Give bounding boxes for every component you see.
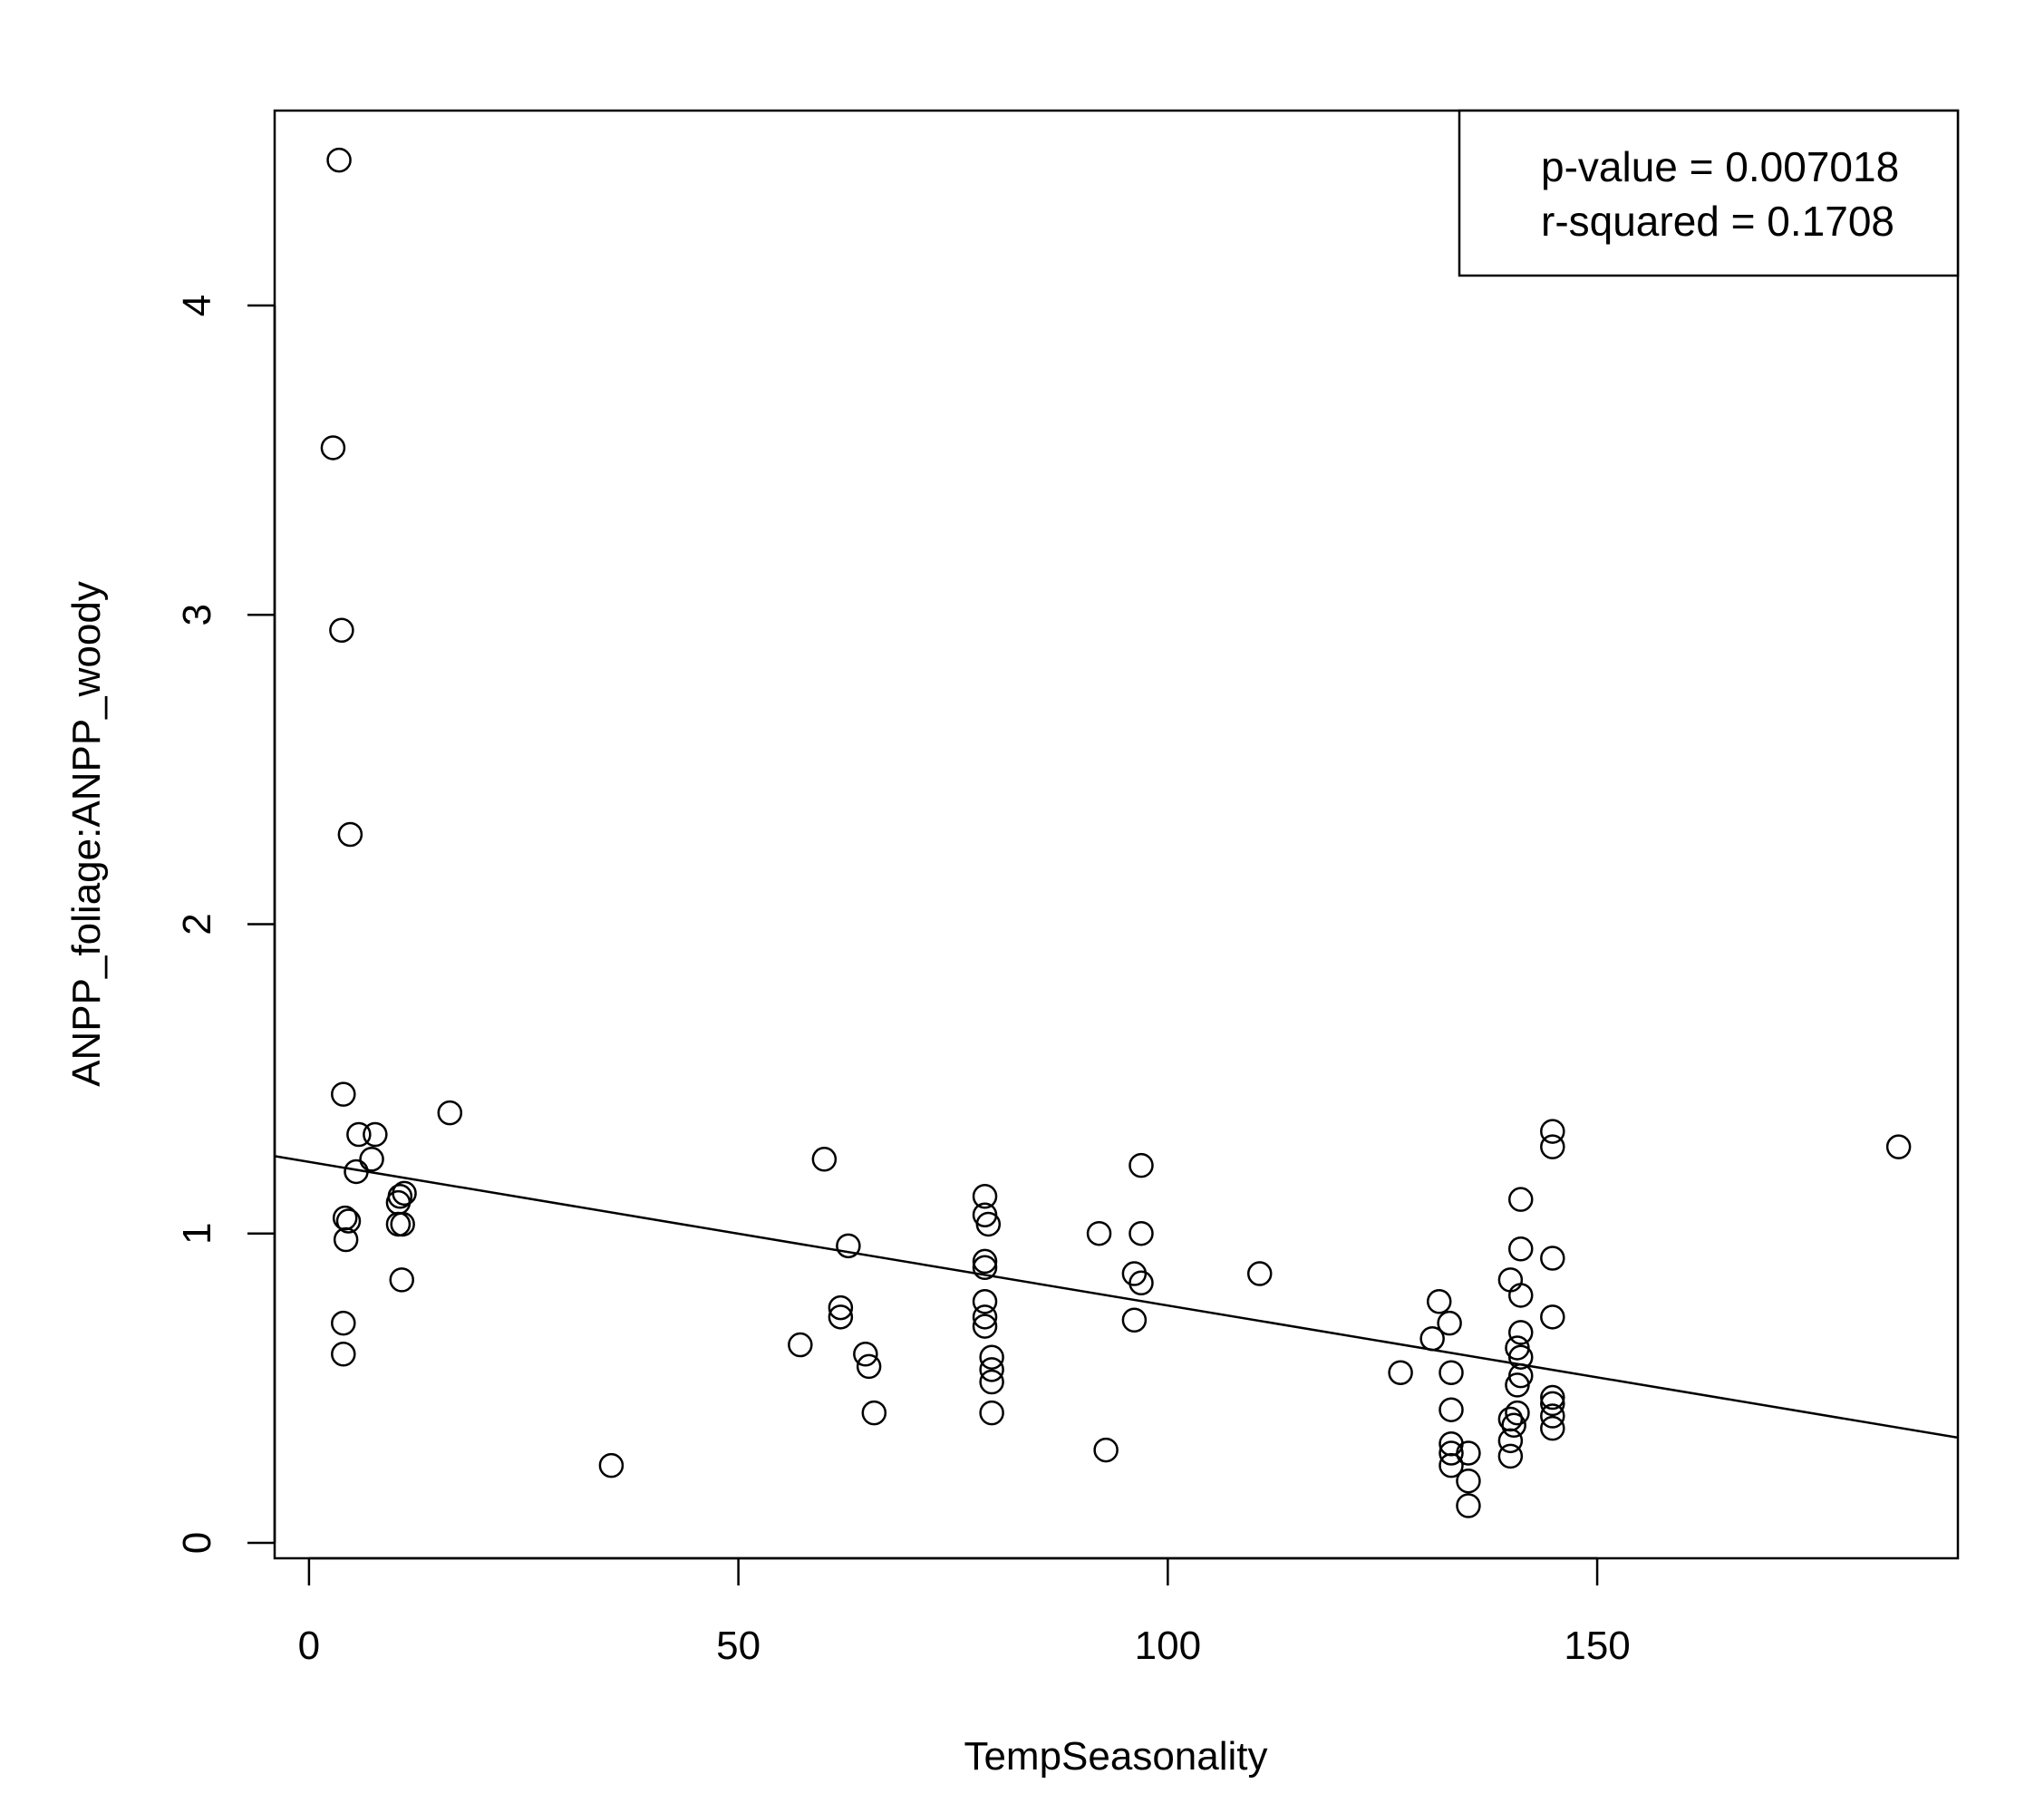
data-point-36 <box>972 1304 998 1330</box>
y-tick-label-4: 4 <box>175 295 219 316</box>
legend-line-r-squared: r-squared = 0.1708 <box>1541 198 1894 245</box>
data-point-77 <box>1540 1134 1565 1159</box>
data-point-82 <box>1540 1403 1565 1429</box>
data-point-6 <box>363 1121 388 1148</box>
data-point-21 <box>598 1452 625 1479</box>
data-point-7 <box>359 1147 384 1172</box>
data-point-25 <box>828 1304 854 1330</box>
legend-frame <box>1458 109 1960 277</box>
data-point-52 <box>1426 1289 1452 1314</box>
x-tick-label-3: 150 <box>1564 1624 1630 1668</box>
data-point-35 <box>972 1289 998 1314</box>
data-point-22 <box>788 1332 813 1358</box>
legend-line-p-value: p-value = 0.007018 <box>1541 143 1899 190</box>
data-point-53 <box>1437 1310 1462 1336</box>
data-point-47 <box>1129 1152 1154 1178</box>
y-tick-label-2: 2 <box>175 913 219 935</box>
data-point-39 <box>979 1357 1004 1382</box>
data-point-18 <box>390 1211 415 1237</box>
data-point-81 <box>1540 1391 1565 1417</box>
data-point-30 <box>972 1184 998 1209</box>
data-point-43 <box>1093 1437 1119 1463</box>
x-tick-label-0: 0 <box>298 1624 320 1668</box>
data-point-40 <box>979 1369 1004 1395</box>
data-point-11 <box>333 1226 359 1253</box>
data-point-83 <box>1540 1415 1565 1441</box>
data-point-4 <box>331 1081 356 1107</box>
data-point-65 <box>1501 1412 1526 1439</box>
data-point-68 <box>1507 1187 1534 1212</box>
data-points <box>320 147 1912 1518</box>
data-point-33 <box>972 1248 998 1275</box>
data-point-28 <box>856 1353 882 1380</box>
regression-line <box>274 1155 1959 1440</box>
data-point-57 <box>1439 1440 1464 1466</box>
data-point-67 <box>1497 1443 1524 1469</box>
data-point-70 <box>1507 1283 1534 1308</box>
x-axis: 0 50 100 150 <box>298 1556 1631 1668</box>
data-point-84 <box>1885 1134 1912 1159</box>
y-tick-label-1: 1 <box>175 1222 219 1244</box>
x-tick-label-2: 100 <box>1135 1624 1201 1668</box>
data-point-59 <box>1456 1440 1481 1466</box>
data-point-29 <box>861 1400 887 1426</box>
data-point-24 <box>828 1294 854 1321</box>
data-point-0 <box>326 147 352 173</box>
legend-box: p-value = 0.007018 r-squared = 0.1708 <box>1458 109 1960 277</box>
data-point-41 <box>979 1400 1004 1426</box>
data-point-37 <box>972 1314 998 1339</box>
data-point-23 <box>811 1147 838 1172</box>
data-point-48 <box>1129 1220 1154 1246</box>
y-axis: 0 1 2 3 4 <box>175 295 276 1554</box>
data-point-72 <box>1507 1344 1534 1370</box>
data-point-76 <box>1540 1119 1565 1144</box>
data-point-27 <box>853 1342 878 1367</box>
y-tick-label-0: 0 <box>175 1532 219 1554</box>
x-axis-label: TempSeasonality <box>964 1734 1267 1779</box>
data-point-10 <box>335 1208 362 1234</box>
data-point-80 <box>1540 1384 1565 1411</box>
data-point-50 <box>1388 1360 1413 1386</box>
regression-line-group <box>274 1155 1959 1440</box>
data-point-61 <box>1456 1493 1481 1518</box>
data-point-5 <box>346 1121 372 1148</box>
data-point-38 <box>979 1344 1004 1370</box>
data-point-54 <box>1439 1360 1464 1386</box>
data-point-45 <box>1129 1270 1154 1296</box>
data-point-71 <box>1507 1320 1534 1345</box>
data-point-12 <box>331 1310 356 1336</box>
data-point-42 <box>1086 1220 1112 1246</box>
data-point-1 <box>320 435 346 461</box>
data-point-49 <box>1246 1261 1273 1286</box>
data-point-2 <box>329 617 354 644</box>
data-point-20 <box>437 1100 463 1126</box>
y-axis-label: ANPP_foliage:ANPP_woody <box>64 581 109 1087</box>
data-point-78 <box>1540 1246 1565 1271</box>
data-point-60 <box>1456 1468 1481 1494</box>
data-point-32 <box>975 1211 1002 1237</box>
data-point-74 <box>1505 1372 1530 1398</box>
x-tick-label-1: 50 <box>716 1624 760 1668</box>
data-point-79 <box>1540 1304 1565 1330</box>
data-point-75 <box>1505 1400 1530 1426</box>
data-point-46 <box>1121 1307 1148 1333</box>
data-point-58 <box>1439 1452 1464 1479</box>
data-point-13 <box>331 1342 356 1367</box>
data-point-19 <box>389 1267 414 1293</box>
y-tick-label-3: 3 <box>175 604 219 625</box>
data-point-55 <box>1439 1397 1464 1422</box>
data-point-26 <box>836 1233 861 1259</box>
data-point-3 <box>337 821 363 848</box>
data-point-66 <box>1497 1428 1524 1454</box>
data-point-34 <box>972 1255 998 1280</box>
data-point-69 <box>1507 1236 1534 1262</box>
